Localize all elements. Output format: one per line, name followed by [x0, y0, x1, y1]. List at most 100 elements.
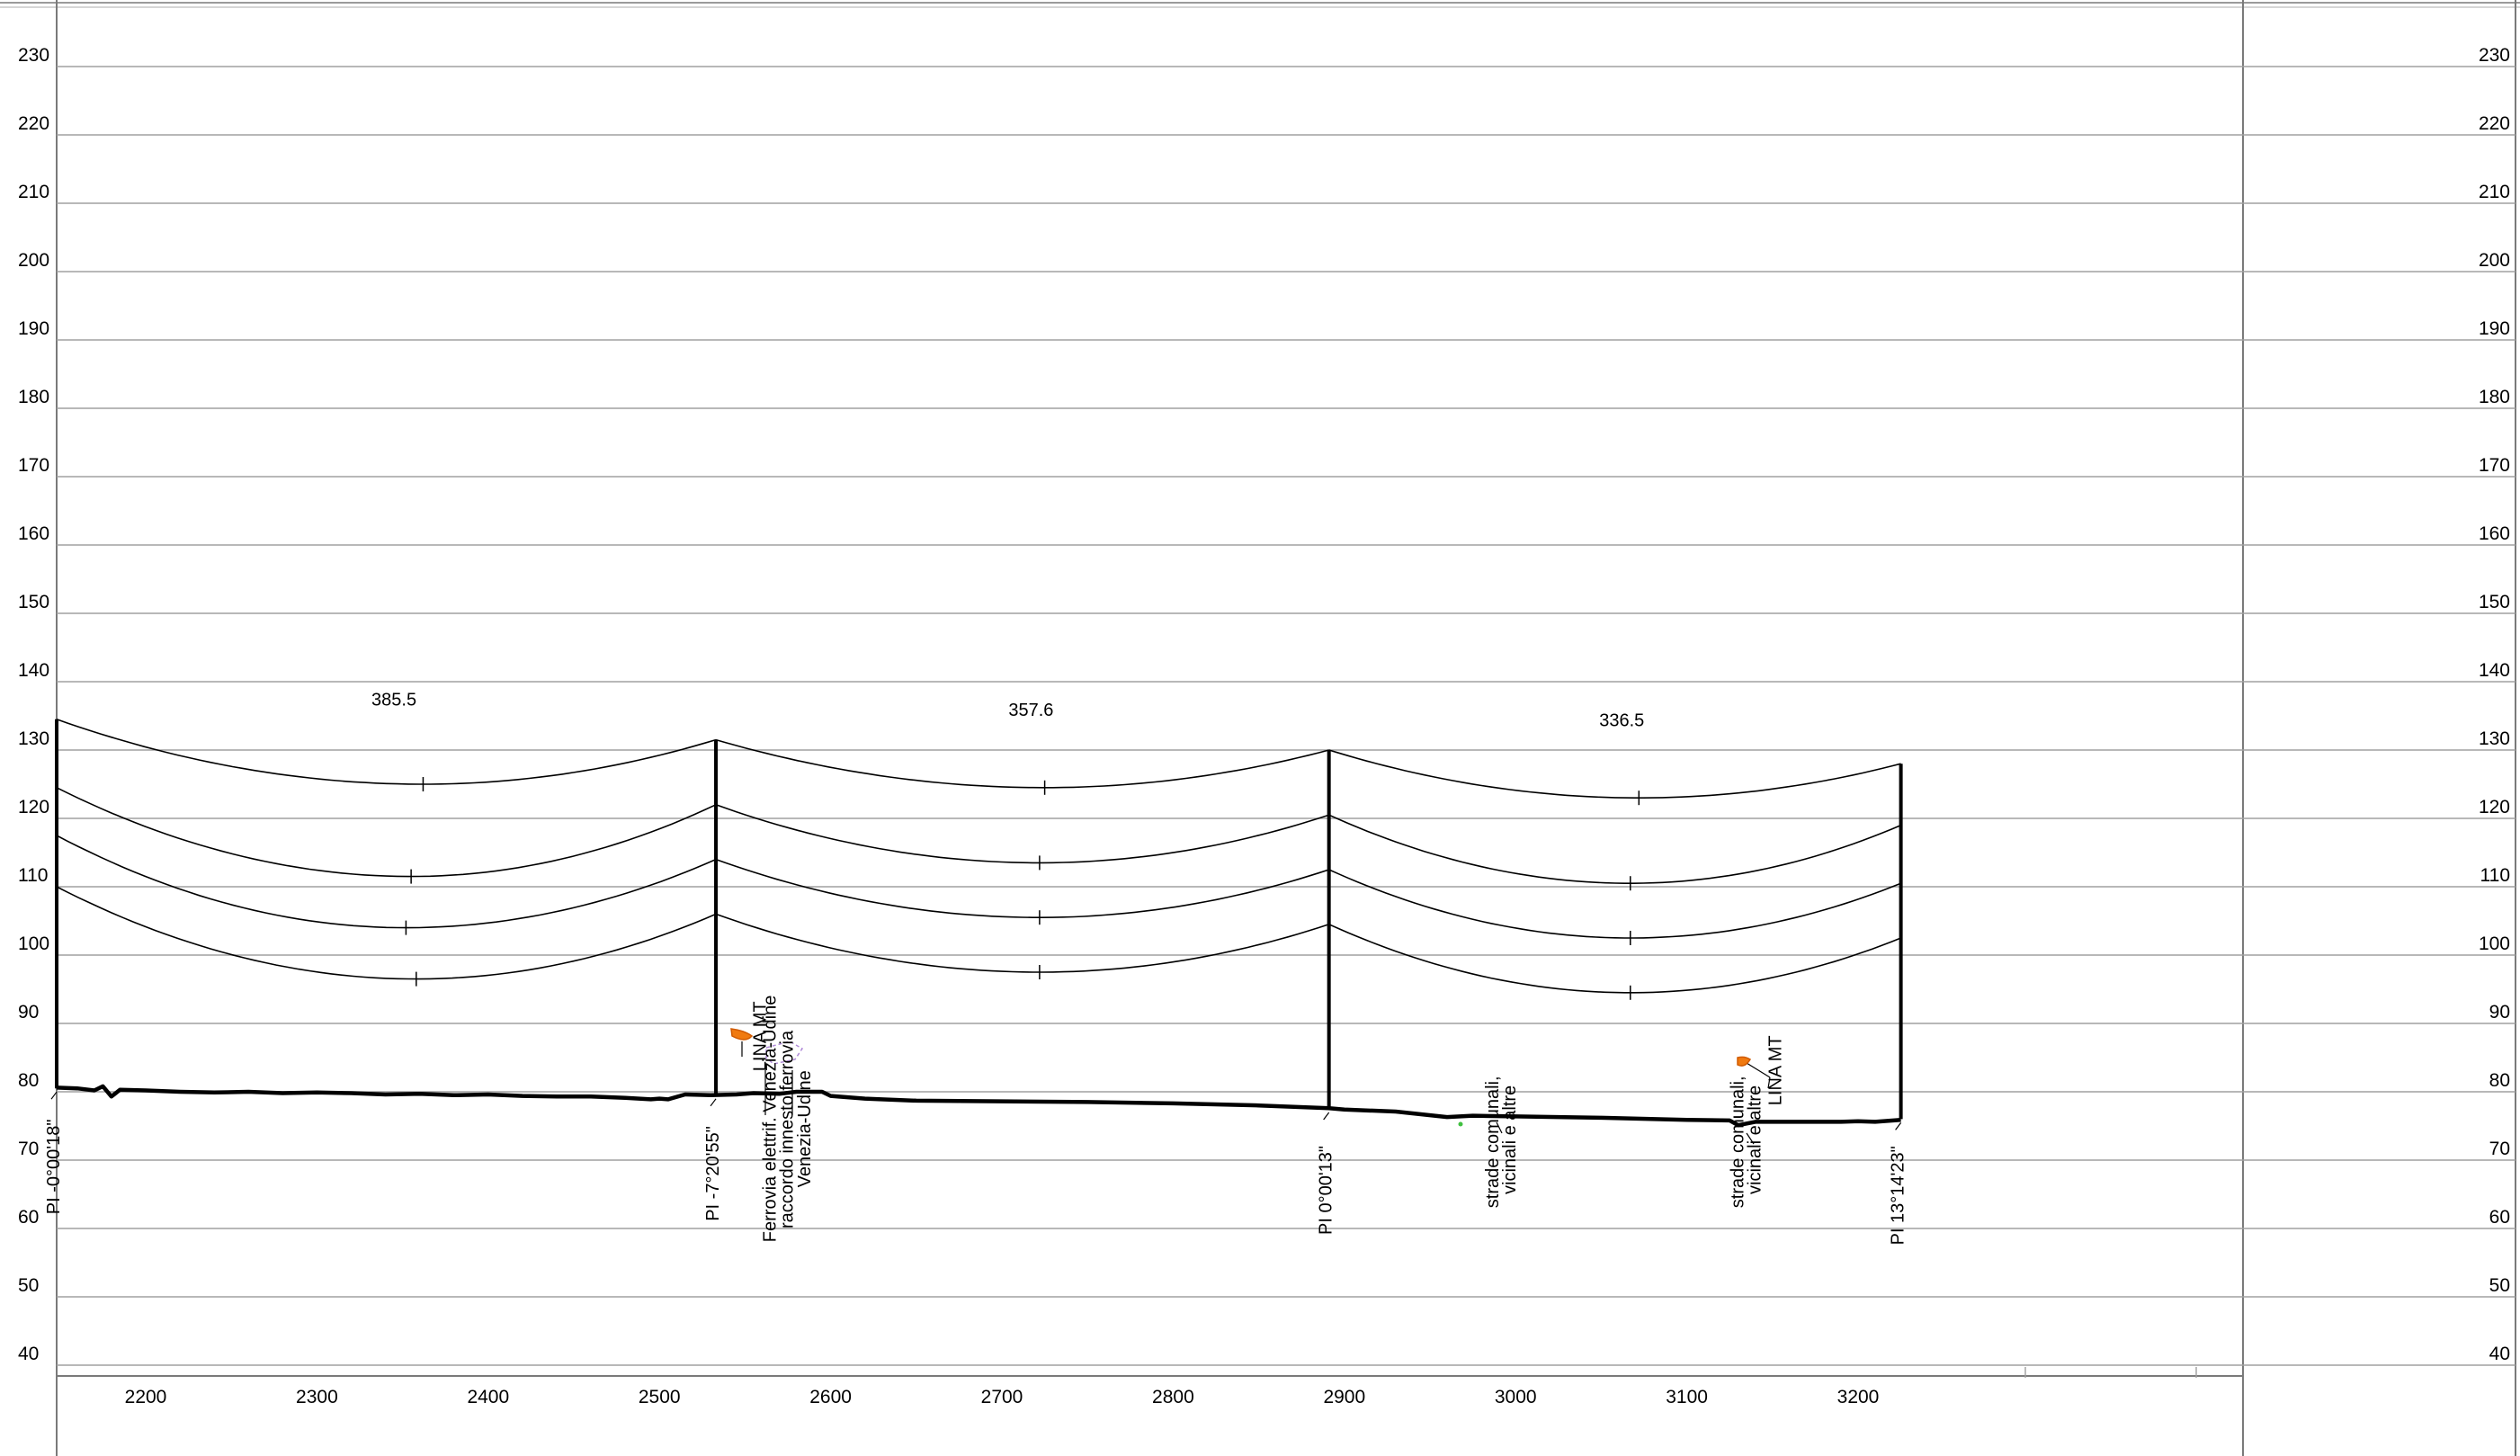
support-leader	[50, 1091, 58, 1100]
x-tick-label: 2300	[296, 1387, 338, 1407]
crossing-annotation: raccordo innesto ferrovia	[778, 1030, 798, 1228]
support-angle-label: PI -7°20'55"	[703, 1126, 723, 1221]
span-length-label: 336.5	[1599, 710, 1644, 730]
crossing-leader-mt-2b	[1767, 1076, 1771, 1089]
conductor-curve	[715, 738, 1329, 789]
support-angle-label: PI 0°00'13"	[1317, 1146, 1336, 1235]
y-tick-label-right: 90	[2489, 1002, 2510, 1023]
y-tick-label-left: 40	[18, 1344, 39, 1364]
crossing-annotation: Ferrovia elettrif. Venezia-Udine	[761, 996, 781, 1243]
y-tick-label-left: 200	[18, 250, 49, 271]
crossing-leader-road-2	[1746, 1132, 1755, 1145]
x-tick-label: 2600	[809, 1387, 852, 1407]
span-length-label: 385.5	[371, 691, 416, 710]
y-tick-label-right: 180	[2479, 387, 2510, 407]
conductor-curve	[715, 913, 1329, 973]
crossing-markers	[730, 1028, 1771, 1145]
y-tick-label-left: 160	[18, 523, 49, 544]
support-leader	[1323, 1112, 1330, 1121]
span-length-label: 357.6	[1008, 701, 1053, 720]
y-tick-label-left: 60	[18, 1207, 39, 1228]
y-tick-label-left: 210	[18, 182, 49, 202]
y-tick-label-left: 110	[18, 865, 48, 886]
y-tick-label-left: 220	[18, 113, 49, 134]
conductor-curve	[715, 858, 1329, 919]
y-tick-labels: 40 40 50 50 60 60 70 70 80 80 90 90 100 100 110 110 120 1…	[18, 45, 2510, 1364]
y-tick-label-left: 50	[18, 1275, 39, 1296]
conductor-curve	[1328, 869, 1901, 939]
support-towers	[50, 719, 1903, 1130]
crossing-annotation: LINA MT	[1765, 1035, 1785, 1105]
y-tick-label-left: 120	[18, 797, 49, 817]
x-tick-label: 2800	[1152, 1387, 1194, 1407]
x-tick-label: 2700	[981, 1387, 1023, 1407]
y-tick-label-left: 100	[18, 933, 49, 954]
crossing-annotation: Venezia-Udine	[795, 1070, 815, 1187]
y-tick-label-right: 110	[2480, 865, 2510, 886]
y-tick-label-left: 150	[18, 592, 49, 612]
x-tick-label: 3000	[1495, 1387, 1537, 1407]
y-tick-label-right: 130	[2479, 728, 2510, 749]
green-point-marker	[1458, 1121, 1463, 1127]
support-leader	[1895, 1122, 1902, 1130]
x-tick-label: 3100	[1666, 1387, 1708, 1407]
support-angle-label: PI 13°14'23"	[1889, 1146, 1908, 1245]
y-tick-label-right: 60	[2489, 1207, 2510, 1228]
y-tick-label-right: 80	[2489, 1070, 2510, 1091]
y-tick-label-left: 70	[18, 1139, 39, 1159]
grid-lines	[57, 66, 2516, 1366]
y-tick-label-left: 170	[18, 455, 49, 476]
crossing-leader-mt-2	[1746, 1062, 1771, 1078]
y-tick-label-left: 140	[18, 660, 49, 681]
x-tick-labels: 2200 2300 2400 2500 2600 2700 2800 2900 3000 3100…	[125, 1367, 2197, 1407]
y-tick-label-right: 200	[2479, 250, 2510, 271]
y-tick-label-left: 230	[18, 45, 49, 66]
y-tick-label-left: 90	[18, 1002, 39, 1023]
crossing-leader-road-1	[1496, 1121, 1503, 1134]
x-tick-label: 3200	[1837, 1387, 1880, 1407]
conductor-curve	[56, 719, 717, 785]
y-tick-label-right: 70	[2489, 1139, 2510, 1159]
x-tick-label: 2900	[1323, 1387, 1365, 1407]
crossing-annotation: vicinali e altre	[1500, 1085, 1520, 1194]
conductor-curve	[56, 787, 717, 878]
y-tick-label-right: 50	[2489, 1275, 2510, 1296]
y-tick-label-left: 80	[18, 1070, 39, 1091]
crossing-annotation: vicinali e altre	[1746, 1085, 1765, 1194]
conductor-curve	[1328, 814, 1901, 885]
x-tick-label: 2400	[467, 1387, 509, 1407]
annotation-labels: PI -0°00'18" PI -7°20'55" PI 0°00'13" PI 13…	[44, 996, 1908, 1246]
y-tick-label-right: 160	[2479, 523, 2510, 544]
y-tick-label-right: 150	[2479, 592, 2510, 612]
conductor-curve	[56, 835, 717, 929]
crossing-annotation: strade comunali,	[1483, 1076, 1503, 1208]
y-tick-label-right: 140	[2479, 660, 2510, 681]
ground-line	[56, 1084, 1901, 1128]
support-angle-label: PI -0°00'18"	[44, 1120, 64, 1215]
ground-profile	[56, 1084, 1901, 1128]
span-length-labels: 385.5 357.6 336.5	[371, 691, 1644, 731]
y-tick-label-right: 190	[2479, 318, 2510, 339]
conductor-curves	[56, 719, 1901, 1000]
y-tick-label-right: 170	[2479, 455, 2510, 476]
railway-overhead-symbol	[765, 1041, 804, 1065]
x-tick-label: 2200	[125, 1387, 167, 1407]
y-tick-label-right: 230	[2479, 45, 2510, 66]
y-tick-label-left: 130	[18, 728, 49, 749]
y-tick-label-right: 210	[2479, 182, 2510, 202]
conductor-curve	[1328, 749, 1901, 799]
y-tick-label-left: 180	[18, 387, 49, 407]
crossing-annotation: strade comunali,	[1728, 1076, 1747, 1208]
conductor-curve	[715, 804, 1329, 864]
y-tick-label-right: 120	[2479, 797, 2510, 817]
conductor-curve	[1328, 924, 1901, 994]
x-tick-label: 2500	[639, 1387, 681, 1407]
conductor-curve	[56, 886, 717, 980]
support-leader	[710, 1098, 717, 1107]
y-tick-label-right: 220	[2479, 113, 2510, 134]
mt-line-marker-icon	[730, 1028, 754, 1041]
mt-line-marker-icon-2	[1737, 1056, 1752, 1067]
